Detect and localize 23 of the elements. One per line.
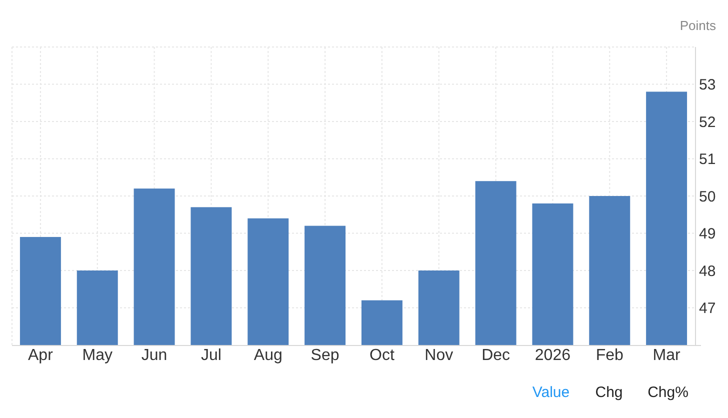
text: Value: [532, 384, 570, 401]
y-tick-label: 50: [699, 188, 716, 206]
y-tick-label: 51: [699, 151, 716, 168]
y-tick-label: 49: [699, 226, 716, 242]
y-axis-title: Points: [680, 18, 716, 33]
text: Chg%: [648, 384, 688, 401]
x-tick-label: Feb: [596, 347, 624, 364]
y-tick-label: 53: [699, 76, 716, 94]
x-tick-label: Jul: [200, 347, 222, 364]
x-tick-label: Jun: [141, 347, 168, 364]
x-tick-label: Oct: [370, 347, 395, 364]
x-tick-label: Mar: [652, 347, 681, 364]
y-tick-label: 47: [699, 300, 716, 317]
x-tick-label: Apr: [28, 347, 54, 364]
x-tick-label: Nov: [424, 347, 454, 364]
y-tick-label: 48: [699, 262, 716, 280]
x-tick-label: 2026: [534, 347, 571, 364]
text: Chg: [595, 384, 623, 401]
x-tick-label: May: [82, 347, 112, 364]
x-tick-label: Aug: [254, 347, 282, 364]
x-tick-label: Dec: [482, 347, 510, 364]
y-tick-label: 52: [699, 114, 716, 131]
x-tick-label: Sep: [310, 347, 340, 364]
